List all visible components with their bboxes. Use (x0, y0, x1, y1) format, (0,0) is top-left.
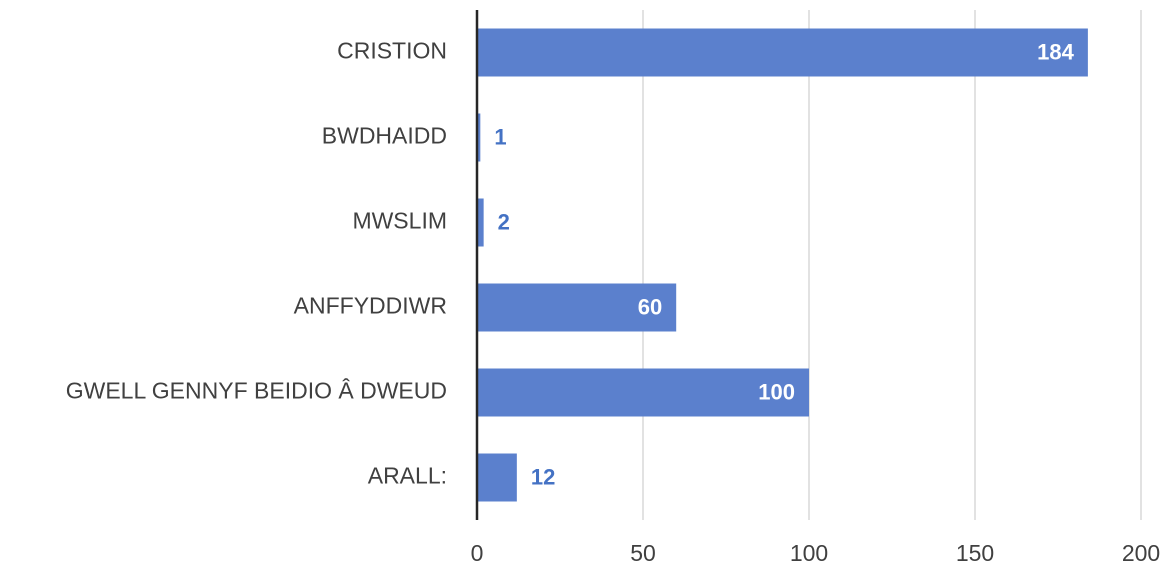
bar (477, 113, 481, 162)
bar (477, 198, 484, 247)
data-label: 12 (531, 464, 555, 489)
x-tick-label: 50 (630, 540, 656, 566)
x-tick-label: 200 (1122, 540, 1160, 566)
y-tick-label: GWELL GENNYF BEIDIO Â DWEUD (66, 378, 447, 404)
x-tick-label: 0 (471, 540, 484, 566)
y-tick-label: ARALL: (368, 463, 447, 489)
data-label: 1 (494, 124, 506, 149)
y-tick-label: MWSLIM (352, 208, 447, 234)
bar (477, 368, 809, 417)
data-label: 60 (638, 294, 662, 319)
x-tick-label: 100 (790, 540, 828, 566)
bar (477, 28, 1088, 77)
data-label: 184 (1037, 39, 1074, 64)
y-tick-label: ANFFYDDIWR (294, 293, 447, 319)
data-label: 2 (498, 209, 510, 234)
bar (477, 283, 677, 332)
y-tick-label: CRISTION (337, 38, 447, 64)
data-label: 100 (758, 379, 795, 404)
y-tick-label: BWDHAIDD (322, 123, 447, 149)
bar (477, 453, 517, 502)
x-tick-label: 150 (956, 540, 994, 566)
